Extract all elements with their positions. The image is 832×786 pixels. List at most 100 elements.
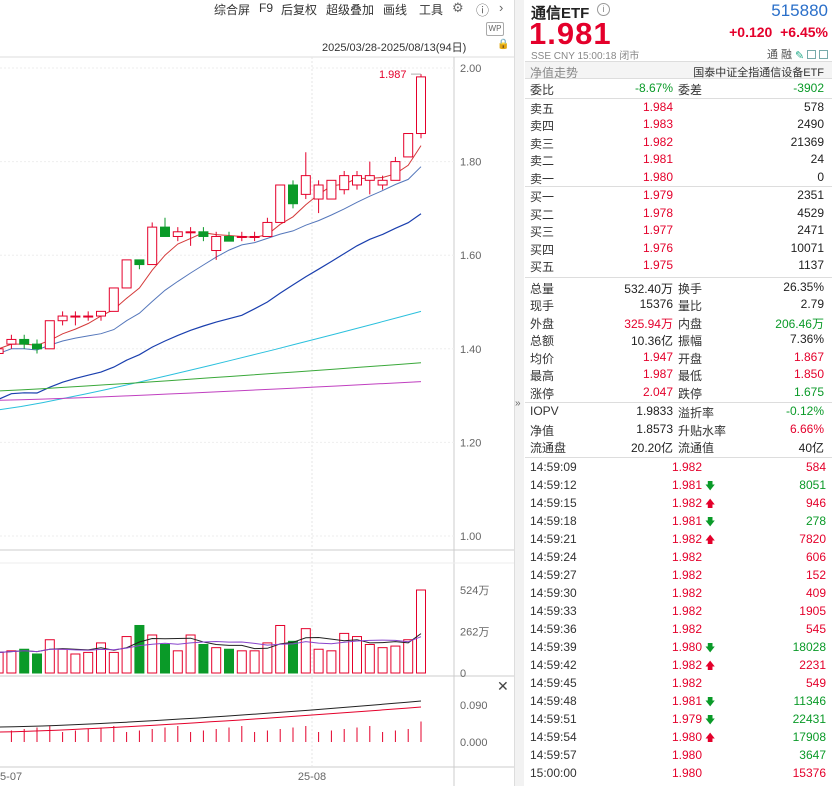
price-tick-label: 2.00 — [460, 63, 481, 75]
volume-bar — [249, 650, 260, 674]
layout-icon[interactable] — [807, 50, 816, 59]
nav-bar[interactable]: 净值走势 国泰中证全指通信设备ETF — [525, 61, 832, 80]
stat-value: 15376 — [639, 297, 673, 311]
volume-bar — [6, 650, 17, 674]
tick-volume: 545 — [805, 621, 826, 636]
panel-divider[interactable] — [514, 0, 524, 786]
tools-button[interactable]: 工具 — [419, 3, 444, 17]
stat-label: 现手 — [530, 299, 555, 313]
buy-row: 买四 1.976 10071 — [525, 240, 832, 258]
collapse-arrow-icon[interactable]: » — [515, 398, 521, 409]
candle-body — [160, 226, 170, 237]
pen-icon[interactable]: ✎ — [795, 50, 805, 62]
fund-value: 6.66% — [789, 421, 824, 436]
arrow-up-icon: 🡅 — [705, 534, 716, 546]
stat-value: 2.047 — [642, 384, 673, 399]
tick-row: 14:59:30 1.982 409 — [525, 585, 832, 603]
tick-volume: 3647 — [799, 747, 826, 762]
volume-ma5-line — [0, 633, 422, 653]
candle-body — [377, 179, 388, 186]
sell-row: 卖三 1.982 21369 — [525, 134, 832, 152]
tick-time: 14:59:09 — [530, 459, 577, 474]
arrow-up-icon: 🡅 — [705, 732, 716, 744]
tick-row: 14:59:24 1.982 606 — [525, 549, 832, 567]
close-indicator-icon[interactable]: ✕ — [497, 678, 509, 694]
fund-label: 流通盘 — [530, 441, 567, 455]
tick-volume: 584 — [805, 459, 826, 474]
sell-row: 卖一 1.980 0 — [525, 169, 832, 187]
date-range-label: 2025/03/28-2025/08/13(94日) — [322, 42, 467, 54]
stat-label: 开盘 — [678, 351, 703, 366]
chart-area[interactable]: 综合屏 F9 后复权 超级叠加 画线 工具 ⚙ ⓘ › WP 2025/03/2… — [0, 0, 514, 786]
tick-time: 14:59:57 — [530, 747, 577, 762]
lock-icon[interactable]: 🔒 — [497, 39, 510, 50]
tick-row: 14:59:27 1.982 152 — [525, 567, 832, 585]
candle-body — [352, 175, 362, 186]
tick-time: 14:59:45 — [530, 675, 577, 690]
chevron-right-icon[interactable]: › — [499, 0, 504, 15]
sell-price: 1.980 — [642, 169, 673, 184]
nav-trend-label[interactable]: 净值走势 — [530, 66, 579, 80]
last-price: 1.981 — [529, 16, 612, 51]
tick-price: 1.982 — [671, 657, 702, 672]
candle-body — [108, 287, 119, 312]
tick-volume: 606 — [805, 549, 826, 564]
info-icon[interactable]: i — [597, 3, 610, 16]
tick-time: 14:59:48 — [530, 693, 577, 708]
volume-bar — [96, 642, 106, 674]
candle-body — [403, 133, 414, 158]
volume-bar — [0, 651, 4, 674]
sell-label: 卖二 — [530, 154, 555, 168]
buy-price: 1.978 — [642, 205, 673, 220]
settings-icon[interactable]: ⚙ — [452, 0, 464, 15]
stat-value: 2.79 — [800, 297, 824, 311]
fund-value: 40亿 — [798, 441, 824, 455]
fund-label: 净值 — [530, 423, 555, 438]
sell-label: 卖三 — [530, 136, 555, 151]
composite-screen-button[interactable]: 综合屏 — [214, 3, 251, 17]
sell-label: 卖四 — [530, 119, 555, 133]
volume-bar — [300, 628, 311, 674]
buy-label: 买四 — [530, 242, 555, 257]
help-icon[interactable]: ⓘ — [476, 3, 490, 18]
arrow-up-icon: 🡅 — [705, 498, 716, 510]
note-icon[interactable] — [819, 50, 828, 59]
adjust-button[interactable]: 后复权 — [281, 3, 318, 17]
fund-full-name: 国泰中证全指通信设备ETF — [693, 67, 824, 79]
tick-row: 14:59:09 1.982 584 — [525, 459, 832, 477]
ma250-line — [0, 381, 422, 401]
candle-body — [0, 348, 4, 354]
candle-body — [96, 310, 106, 317]
candle-body — [70, 315, 81, 318]
price-tick-label: 1.20 — [460, 437, 481, 449]
arrow-up-icon: 🡅 — [705, 660, 716, 672]
stat-value: 1.987 — [642, 367, 673, 381]
candle-body — [121, 259, 132, 289]
tick-time: 14:59:51 — [530, 711, 577, 726]
sell-volume: 0 — [817, 169, 824, 184]
tick-volume: 15376 — [792, 765, 826, 780]
candle-body — [6, 338, 17, 345]
overlay-button[interactable]: 超级叠加 — [326, 3, 375, 17]
kline-chart[interactable]: 2.00 1.80 1.60 1.40 1.20 1.00 1.987 524万 262万 0… — [0, 0, 514, 786]
candle-body — [275, 184, 286, 223]
f9-button[interactable]: F9 — [259, 1, 274, 15]
tick-row: 14:59:48 1.981 🡇 11346 — [525, 693, 832, 711]
sell-price: 1.982 — [642, 134, 673, 149]
candle-body — [32, 343, 42, 350]
stat-row: 总量 532.40万 换手 26.35% — [525, 279, 832, 297]
tick-price: 1.982 — [671, 567, 702, 582]
stat-value: 7.36% — [789, 332, 824, 346]
volume-bar — [364, 643, 375, 674]
stat-value: 532.40万 — [624, 281, 673, 296]
tick-time: 14:59:30 — [530, 585, 577, 600]
tick-price: 1.980 — [671, 747, 702, 762]
tick-price: 1.982 — [671, 585, 702, 600]
stat-row: 外盘 325.94万 内盘 206.46万 — [525, 314, 832, 332]
stat-label: 最高 — [530, 369, 555, 383]
stat-row: 现手 15376 量比 2.79 — [525, 296, 832, 314]
draw-line-button[interactable]: 画线 — [383, 3, 408, 17]
arrow-down-icon: 🡇 — [705, 480, 716, 492]
candle-body — [416, 76, 426, 135]
volume-tick-label: 524万 — [460, 585, 489, 597]
